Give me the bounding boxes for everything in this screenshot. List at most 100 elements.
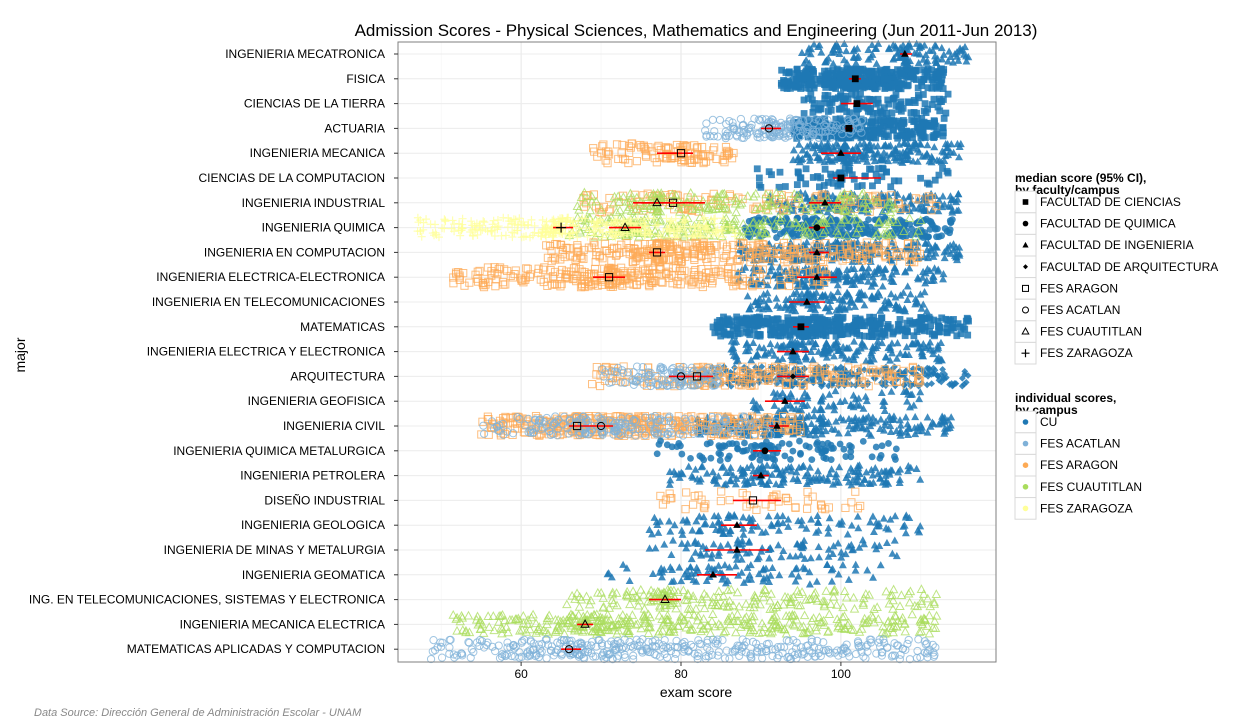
score-point bbox=[473, 230, 482, 239]
score-point bbox=[850, 175, 858, 183]
score-point bbox=[814, 132, 822, 140]
score-point bbox=[858, 123, 866, 131]
score-point bbox=[928, 101, 936, 108]
score-point bbox=[795, 140, 804, 148]
score-point bbox=[874, 216, 884, 226]
score-point bbox=[703, 201, 714, 211]
score-point bbox=[854, 183, 861, 190]
score-point bbox=[575, 225, 585, 235]
score-point bbox=[596, 205, 607, 214]
score-point bbox=[928, 46, 937, 54]
score-point bbox=[604, 147, 613, 156]
score-point bbox=[842, 84, 850, 92]
score-point bbox=[905, 147, 914, 155]
score-point bbox=[939, 50, 948, 58]
score-point bbox=[697, 151, 706, 160]
score-point bbox=[884, 321, 892, 328]
score-point bbox=[793, 78, 801, 85]
score-point bbox=[909, 134, 916, 142]
score-point bbox=[804, 227, 815, 237]
score-point bbox=[953, 139, 962, 148]
score-point bbox=[878, 314, 886, 322]
score-point bbox=[803, 128, 812, 137]
score-point bbox=[903, 127, 910, 135]
score-point bbox=[886, 79, 894, 87]
score-point bbox=[886, 117, 893, 125]
score-point bbox=[668, 151, 677, 160]
score-point bbox=[942, 315, 950, 323]
score-point bbox=[887, 183, 895, 191]
score-point bbox=[721, 142, 731, 152]
score-point bbox=[782, 129, 791, 138]
score-point bbox=[893, 70, 900, 78]
score-point bbox=[475, 221, 484, 230]
score-point bbox=[883, 109, 890, 117]
score-point bbox=[776, 189, 787, 199]
score-point bbox=[851, 84, 859, 92]
score-point bbox=[924, 84, 932, 92]
score-point bbox=[921, 120, 929, 127]
score-point bbox=[821, 58, 830, 66]
score-point bbox=[904, 41, 913, 49]
score-point bbox=[812, 192, 821, 201]
score-point bbox=[934, 207, 943, 215]
score-point bbox=[839, 142, 848, 150]
score-point bbox=[912, 67, 920, 75]
score-point bbox=[755, 203, 765, 213]
score-point bbox=[718, 317, 726, 325]
score-point bbox=[941, 139, 950, 148]
score-point bbox=[752, 225, 762, 235]
score-point bbox=[917, 314, 925, 321]
score-point bbox=[417, 232, 426, 241]
score-point bbox=[756, 224, 767, 234]
score-point bbox=[750, 188, 761, 198]
score-point bbox=[790, 233, 798, 240]
score-point bbox=[784, 314, 792, 322]
score-point bbox=[572, 201, 583, 210]
score-point bbox=[737, 226, 748, 236]
score-point bbox=[829, 120, 838, 129]
score-point bbox=[869, 182, 876, 190]
score-point bbox=[882, 66, 890, 74]
score-point bbox=[864, 55, 873, 63]
score-point bbox=[937, 43, 946, 52]
score-point bbox=[785, 218, 796, 228]
score-point bbox=[890, 177, 898, 185]
score-point bbox=[800, 219, 811, 229]
score-point bbox=[789, 146, 798, 154]
score-point bbox=[652, 188, 663, 197]
score-point bbox=[624, 202, 635, 211]
score-point bbox=[914, 59, 923, 67]
score-point bbox=[920, 76, 928, 83]
score-point bbox=[845, 322, 853, 330]
score-point bbox=[882, 131, 890, 139]
score-point bbox=[932, 202, 941, 211]
score-point bbox=[933, 130, 941, 138]
score-point bbox=[761, 189, 771, 199]
score-point bbox=[883, 123, 891, 131]
score-point bbox=[795, 131, 802, 139]
score-point bbox=[879, 192, 888, 201]
score-point bbox=[887, 68, 895, 76]
score-point bbox=[603, 159, 612, 168]
score-point bbox=[781, 206, 792, 215]
score-point bbox=[928, 84, 936, 92]
score-point bbox=[853, 105, 861, 113]
score-point bbox=[906, 56, 914, 65]
score-point bbox=[873, 228, 883, 238]
score-point bbox=[865, 132, 873, 140]
score-point bbox=[885, 100, 893, 108]
score-point bbox=[780, 78, 788, 86]
score-point bbox=[716, 189, 727, 199]
score-point bbox=[431, 220, 440, 229]
score-point bbox=[821, 91, 829, 99]
score-point bbox=[900, 120, 907, 128]
score-point bbox=[954, 206, 963, 214]
score-point bbox=[830, 42, 839, 50]
score-point bbox=[910, 96, 918, 104]
score-point bbox=[827, 123, 836, 132]
score-point bbox=[916, 322, 924, 329]
score-point bbox=[840, 39, 849, 48]
score-point bbox=[809, 119, 818, 128]
score-point bbox=[661, 143, 670, 152]
